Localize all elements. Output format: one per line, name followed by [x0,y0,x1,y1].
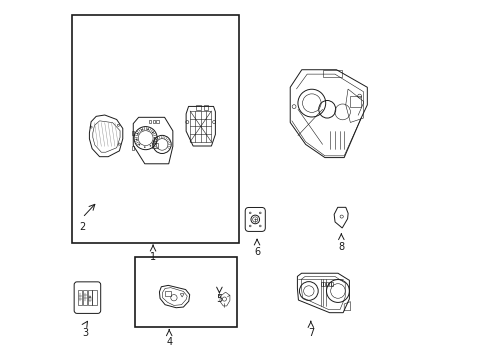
Bar [325,282,327,286]
Text: 2: 2 [79,222,85,232]
Bar [156,120,159,123]
Text: 4: 4 [166,337,172,347]
Bar [165,291,170,296]
Text: 3: 3 [82,328,88,338]
Bar [328,282,330,286]
Bar [72,15,239,243]
Bar [78,290,82,305]
Bar [203,105,208,110]
Bar [135,257,237,327]
Bar [131,131,134,135]
Bar [89,297,91,301]
Bar [92,290,97,305]
Bar [320,282,322,286]
Text: 5: 5 [216,294,222,304]
Text: 8: 8 [338,242,344,252]
Text: 6: 6 [253,247,260,257]
Bar [322,70,341,77]
Text: 7: 7 [307,328,313,338]
Bar [149,120,151,123]
Bar [83,290,87,305]
Bar [152,143,158,148]
Bar [88,290,92,305]
Bar [323,282,325,286]
Text: 1: 1 [150,252,156,262]
Bar [330,282,332,286]
Bar [196,105,201,110]
Bar [190,111,211,142]
Bar [152,120,155,123]
Bar [349,96,361,107]
Bar [131,146,134,150]
